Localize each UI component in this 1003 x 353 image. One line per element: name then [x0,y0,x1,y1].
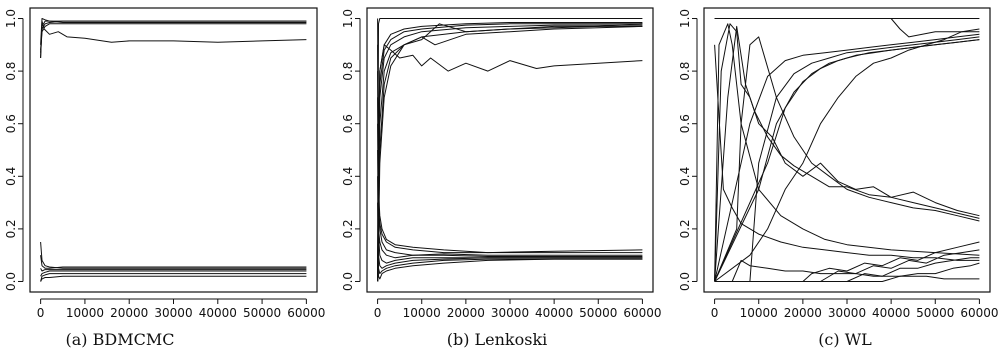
series-line [377,202,643,280]
x-tick-label: 20000 [110,306,148,320]
y-tick-label: 0.6 [678,114,692,133]
series-line [714,44,980,261]
panel-a-bdmcmc: 0 10000 20000 30000 40000 50000 60000 0.0 0.2 0.4… [4,7,325,349]
series-line [377,123,643,264]
series-line [40,273,307,282]
x-tick-label: 0 [711,306,719,320]
x-tick-label: 0 [374,306,382,320]
panel-b-lenkoski: 0 10000 20000 30000 40000 50000 60000 0.0 0.2 0.4… [341,7,662,349]
x-tick-label: 0 [37,306,45,320]
x-tick-label: 40000 [872,306,910,320]
series-line [714,25,980,282]
series-line [40,20,307,59]
x-tick-label: 30000 [491,306,529,320]
x-tick-label: 20000 [784,306,822,320]
x-tick-label: 50000 [243,306,281,320]
series-line [714,36,980,282]
series-line [40,270,307,277]
y-tick-label: 0.2 [678,219,692,238]
x-tick-label: 30000 [154,306,192,320]
panel-c-wl: 0 10000 20000 30000 40000 50000 60000 0.0 0.2 0.4… [678,7,999,349]
x-tick-label: 50000 [579,306,617,320]
x-tick-label: 40000 [199,306,237,320]
x-tick-label: 20000 [447,306,485,320]
series-line [377,23,643,282]
plot-frame [366,7,654,293]
series-line [40,275,307,282]
series-line [714,259,980,282]
series-line [377,71,643,256]
y-tick-label: 0.2 [4,219,18,238]
y-tick-label: 0.4 [341,167,355,186]
series-group [714,18,980,282]
series-line [40,18,307,45]
series-line [40,255,307,269]
series-line [40,268,307,272]
x-tick-label: 10000 [66,306,104,320]
series-line [714,28,980,282]
series-line [714,33,980,282]
y-tick-label: 0.2 [341,219,355,238]
x-tick-label: 10000 [740,306,778,320]
plot-frame [29,7,318,293]
y-tick-label: 0.4 [678,167,692,186]
y-tick-label: 0.0 [341,272,355,291]
series-line [377,18,643,282]
series-line [714,36,980,282]
series-line [714,23,980,282]
panel-caption: (c) WL [818,330,872,349]
panel-caption: (b) Lenkoski [447,330,548,349]
series-line [714,262,980,282]
x-tick-label: 60000 [623,306,661,320]
series-line [377,18,643,254]
x-tick-label: 30000 [828,306,866,320]
plot-frame [703,7,991,293]
x-tick-label: 60000 [960,306,998,320]
y-tick-label: 1.0 [4,9,18,28]
y-tick-label: 0.6 [341,114,355,133]
series-line [714,39,980,282]
y-tick-label: 1.0 [341,9,355,28]
y-tick-label: 1.0 [678,9,692,28]
x-tick-label: 60000 [287,306,325,320]
x-tick-label: 10000 [403,306,441,320]
series-group [377,18,643,282]
y-tick-label: 0.8 [4,62,18,81]
y-tick-label: 0.8 [341,62,355,81]
series-group [40,18,307,282]
series-line [40,241,307,269]
series-line [714,23,980,282]
series-line [40,20,307,59]
series-line [714,241,980,282]
series-line [40,20,307,51]
y-tick-label: 0.0 [678,272,692,291]
y-tick-label: 0.8 [678,62,692,81]
y-tick-label: 0.4 [4,167,18,186]
x-tick-label: 50000 [916,306,954,320]
series-line [377,24,643,282]
series-line [377,149,643,269]
y-tick-label: 0.0 [4,272,18,291]
series-line [377,25,643,282]
series-line [714,249,980,282]
x-tick-label: 40000 [535,306,573,320]
series-line [377,44,643,254]
panel-caption: (a) BDMCMC [66,330,175,349]
series-line [377,44,643,282]
series-line [714,18,980,38]
series-line [714,39,980,282]
series-line [377,176,643,275]
series-line [714,257,980,282]
series-line [40,23,307,53]
y-tick-label: 0.6 [4,114,18,133]
series-line [377,97,643,259]
series-line [377,25,643,282]
